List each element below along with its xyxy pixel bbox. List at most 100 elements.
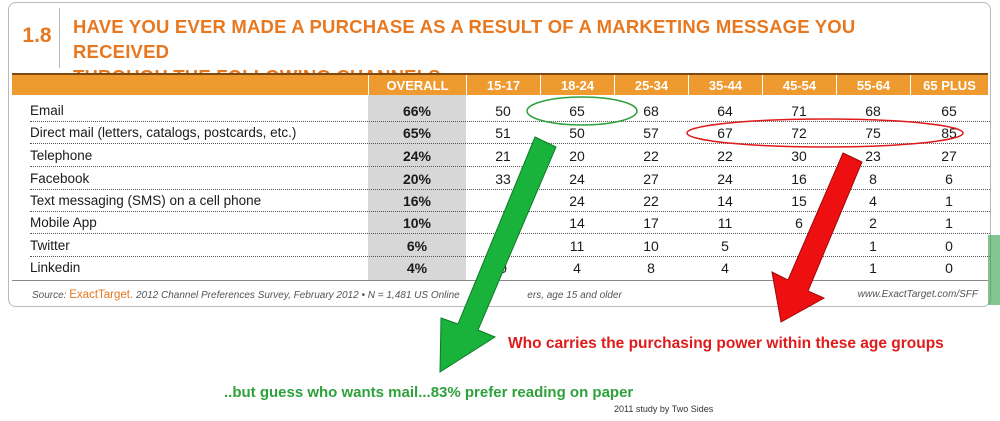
row-label: Email [30, 103, 64, 118]
overall-value: 66% [402, 103, 432, 119]
section-number: 1.8 [22, 24, 52, 47]
cell-value: 24 [569, 193, 585, 209]
cell-value: 1 [869, 260, 877, 276]
cell-value: 0 [945, 238, 953, 254]
cell-value: 65 [941, 103, 957, 119]
row-divider [30, 143, 990, 144]
cell-value: 72 [791, 125, 807, 141]
row-label: Telephone [30, 148, 93, 163]
row-divider [30, 233, 990, 234]
overall-value: 20% [402, 171, 432, 187]
table-row: Text messaging (SMS) on a cell phone 16%… [30, 190, 990, 212]
source-brand: ExactTarget. [69, 289, 134, 301]
col-header-55-64: 55-64 [836, 75, 910, 95]
cell-value: 22 [643, 193, 659, 209]
row-label: Direct mail (letters, catalogs, postcard… [30, 125, 297, 140]
cell-value: 24 [569, 171, 585, 187]
overall-value: 65% [402, 125, 432, 141]
table-row: Twitter 6% 11 10 5 1 0 [30, 235, 990, 257]
cell-value: 1 [945, 193, 953, 209]
source-prefix: Source: [32, 290, 67, 301]
source-url: www.ExactTarget.com/SFF [857, 289, 978, 300]
cell-value: 6 [795, 215, 803, 231]
cell-value: 4 [721, 260, 729, 276]
cell-value: 1 [945, 215, 953, 231]
column-header-row: OVERALL 15-17 18-24 25-34 35-44 45-54 55… [12, 73, 988, 95]
cell-value: 51 [495, 125, 511, 141]
cell-value: 10 [643, 238, 659, 254]
cell-value: 71 [791, 103, 807, 119]
overall-value: 16% [402, 193, 432, 209]
table-row: Telephone 24% 21 20 22 22 30 23 27 [30, 145, 990, 167]
row-label: Twitter [30, 238, 70, 253]
cell-value: 20 [569, 148, 585, 164]
cell-value: 75 [865, 125, 881, 141]
cell-value: 24 [717, 171, 733, 187]
overall-value: 4% [406, 260, 428, 276]
cell-value: 4 [573, 260, 581, 276]
green-annotation-caption: ..but guess who wants mail...83% prefer … [224, 384, 634, 401]
title-line-1: HAVE YOU EVER MADE A PURCHASE AS A RESUL… [73, 16, 856, 62]
cell-value: 22 [717, 148, 733, 164]
source-note: Source: ExactTarget. 2012 Channel Prefer… [32, 289, 622, 301]
red-annotation-caption: Who carries the purchasing power within … [508, 335, 944, 352]
cell-value: 21 [495, 148, 511, 164]
row-label: Text messaging (SMS) on a cell phone [30, 193, 262, 208]
col-header-18-24: 18-24 [540, 75, 614, 95]
table-row: Facebook 20% 33 24 27 24 16 8 6 [30, 168, 990, 190]
cell-value: 65 [569, 103, 585, 119]
row-label: Mobile App [30, 215, 97, 230]
row-label: Facebook [30, 171, 90, 186]
cell-value: 22 [643, 148, 659, 164]
cell-value: 5 [721, 238, 729, 254]
cell-value: 6 [945, 171, 953, 187]
cell-value: 8 [869, 171, 877, 187]
table-row: Mobile App 10% 14 17 11 6 2 1 [30, 212, 990, 234]
divider [59, 8, 60, 68]
cell-value: 11 [569, 238, 585, 254]
cell-value: 1 [869, 238, 877, 254]
cell-value: 11 [717, 215, 733, 231]
col-header-25-34: 25-34 [614, 75, 688, 95]
cell-value: 68 [865, 103, 881, 119]
row-divider [30, 166, 990, 167]
cell-value: 15 [791, 193, 807, 209]
overall-value: 6% [406, 238, 428, 254]
cell-value: 30 [791, 148, 807, 164]
source-text-2: ers, age 15 and older [527, 290, 622, 301]
cell-value: 0 [945, 260, 953, 276]
cell-value: 16 [791, 171, 807, 187]
cell-value: 14 [717, 193, 733, 209]
row-label: Linkedin [30, 260, 81, 275]
table-row: Linkedin 4% 0 4 8 4 1 0 [30, 257, 990, 279]
row-divider [30, 121, 990, 122]
cell-value: 14 [569, 215, 585, 231]
cell-value: 27 [643, 171, 659, 187]
cell-value: 68 [643, 103, 659, 119]
cell-value: 33 [495, 171, 511, 187]
table-row: Direct mail (letters, catalogs, postcard… [30, 122, 990, 144]
cell-value: 23 [865, 148, 881, 164]
cell-value: 0 [499, 260, 507, 276]
col-header-35-44: 35-44 [688, 75, 762, 95]
study-credit: 2011 study by Two Sides [614, 404, 714, 414]
cell-value: 85 [941, 125, 957, 141]
overall-value: 10% [402, 215, 432, 231]
footer-divider [12, 280, 988, 281]
cell-value: 67 [717, 125, 733, 141]
cell-value: 50 [569, 125, 585, 141]
cell-value: 50 [495, 103, 511, 119]
cell-value: 2 [869, 215, 877, 231]
cell-value: 8 [647, 260, 655, 276]
overall-value: 24% [402, 148, 432, 164]
edge-decoration [988, 235, 1000, 305]
table-row: Email 66% 50 65 68 64 71 68 65 [30, 100, 990, 122]
col-header-overall: OVERALL [368, 75, 466, 95]
cell-value: 17 [643, 215, 659, 231]
source-text: 2012 Channel Preferences Survey, Februar… [135, 290, 460, 301]
col-header-65-plus: 65 PLUS [910, 75, 988, 95]
col-header-15-17: 15-17 [466, 75, 540, 95]
cell-value: 64 [717, 103, 733, 119]
cell-value: 27 [941, 148, 957, 164]
cell-value: 57 [643, 125, 659, 141]
